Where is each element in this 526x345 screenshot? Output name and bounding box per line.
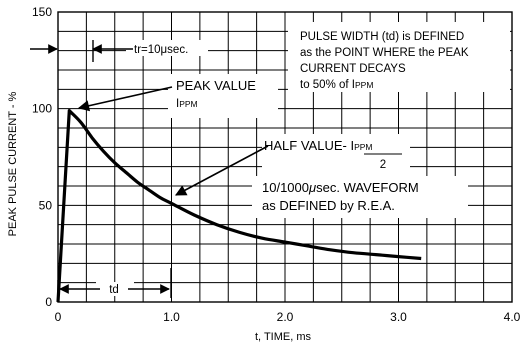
half-value-denominator: 2	[380, 159, 386, 171]
plot-frame	[57, 11, 513, 303]
pulse-width-note-bg	[288, 22, 510, 92]
tick-labels: 0 1.0 2.0 3.0 4.0 0 50 100 150	[32, 5, 521, 324]
td-label: td	[109, 284, 119, 296]
waveform-definition: as DEFINED by R.E.A.	[262, 198, 395, 213]
y-tick-label: 100	[32, 102, 52, 116]
half-value-label: HALF VALUE- IPPM	[264, 138, 373, 153]
x-axis-label: t, TIME, ms	[255, 331, 312, 343]
y-axis-label: PEAK PULSE CURRENT - %	[7, 91, 19, 236]
x-tick-label: 1.0	[163, 310, 180, 324]
tr-label: tr=10μsec.	[134, 44, 188, 56]
waveform-label: 10/1000μsec. WAVEFORM	[262, 180, 419, 195]
waveform-note-bg	[252, 176, 468, 218]
half-value-arrow	[175, 145, 269, 196]
tr-note-bg	[126, 40, 208, 56]
peak-value-arrow	[77, 86, 173, 112]
y-tick-label: 50	[39, 198, 53, 212]
peak-value-note-bg	[168, 74, 278, 118]
pulse-width-note: PULSE WIDTH (td) is DEFINED as the POINT…	[300, 31, 472, 91]
x-tick-label: 0	[55, 310, 62, 324]
x-tick-label: 3.0	[390, 310, 407, 324]
y-tick-label: 150	[32, 5, 52, 19]
x-tick-label: 4.0	[504, 310, 521, 324]
x-tick-label: 2.0	[277, 310, 294, 324]
y-tick-label: 0	[45, 295, 52, 309]
td-note-bg	[96, 282, 134, 296]
peak-value-symbol: IPPM	[176, 98, 198, 110]
waveform-curve	[56, 109, 422, 303]
half-value-note-bg	[262, 134, 410, 176]
peak-value-label: PEAK VALUE	[176, 78, 256, 93]
